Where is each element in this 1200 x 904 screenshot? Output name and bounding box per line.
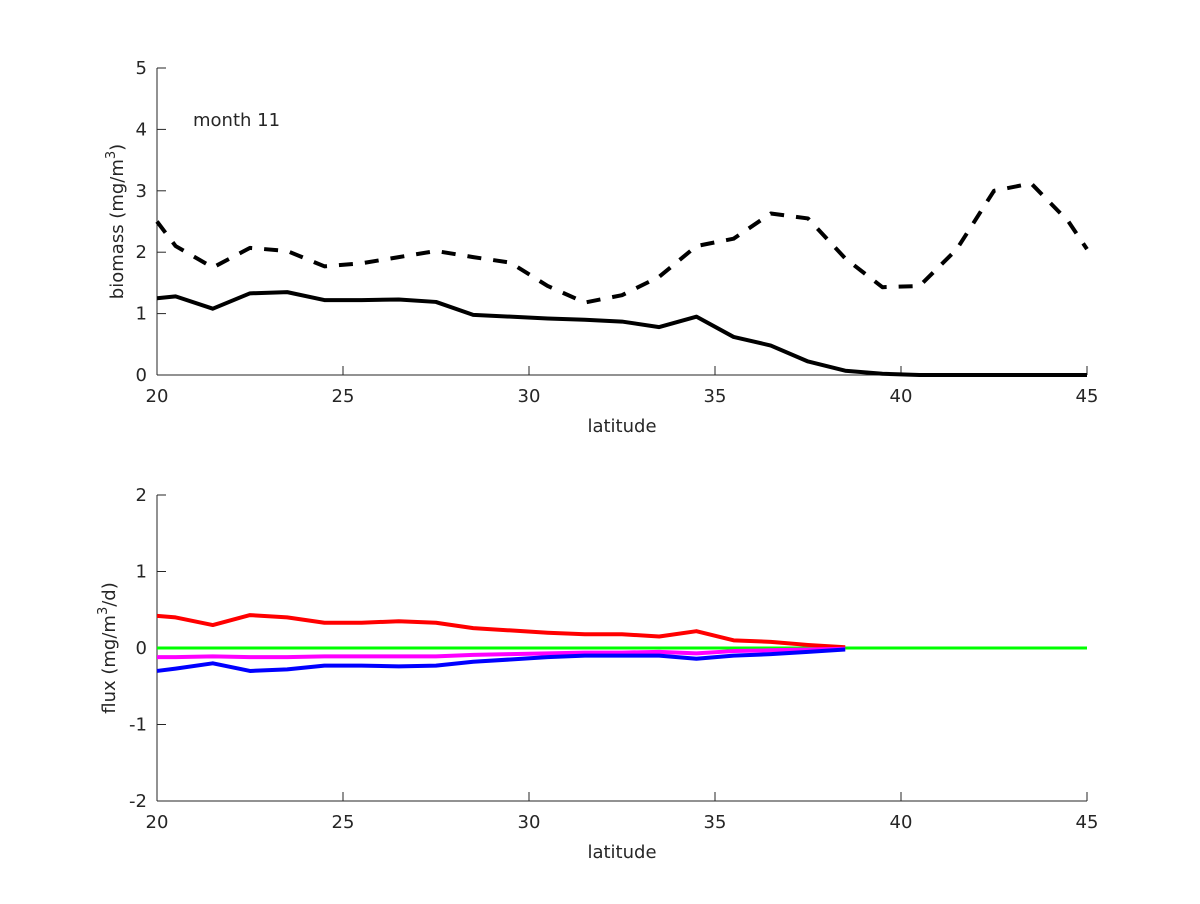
y-tick-label: 2 <box>136 485 147 506</box>
x-tick-label: 25 <box>332 812 355 833</box>
axes-2: 20 25 30 35 40 45 -2 -1 0 1 2 latitude flux (mg/m3/d… <box>96 485 1098 863</box>
y-tick-label: 2 <box>136 242 147 263</box>
series-red <box>156 613 846 650</box>
x-tick-label: 45 <box>1076 386 1099 407</box>
series-dashed <box>155 181 1089 305</box>
y-tick-label: 0 <box>136 365 147 386</box>
series-blue <box>156 647 846 673</box>
y-axis-label: flux (mg/m3/d) <box>96 582 120 714</box>
y-tick-label: -2 <box>129 791 147 812</box>
x-axis-label: latitude <box>587 842 656 863</box>
x-tick-label: 30 <box>518 812 541 833</box>
x-tick-label: 20 <box>146 386 169 407</box>
y-tick-label: 0 <box>136 638 147 659</box>
x-tick-label: 25 <box>332 386 355 407</box>
annotation-month: month 11 <box>193 110 280 131</box>
x-tick-label: 35 <box>704 812 727 833</box>
y-tick-label: 4 <box>136 119 147 140</box>
x-tick-label: 35 <box>704 386 727 407</box>
x-tick-label: 45 <box>1076 812 1099 833</box>
x-tick-label: 20 <box>146 812 169 833</box>
x-tick-label: 40 <box>890 386 913 407</box>
y-tick-label: 1 <box>136 562 147 583</box>
y-tick-label: -1 <box>129 715 147 736</box>
y-tick-label: 5 <box>136 58 147 79</box>
x-axis-label: latitude <box>587 416 656 437</box>
y-tick-label: 3 <box>136 181 147 202</box>
y-tick-label: 1 <box>136 304 147 325</box>
series-magenta <box>157 646 846 660</box>
x-tick-label: 40 <box>890 812 913 833</box>
series-solid <box>156 290 1087 377</box>
y-axis-label: biomass (mg/m3) <box>104 144 128 299</box>
x-tick-label: 30 <box>518 386 541 407</box>
